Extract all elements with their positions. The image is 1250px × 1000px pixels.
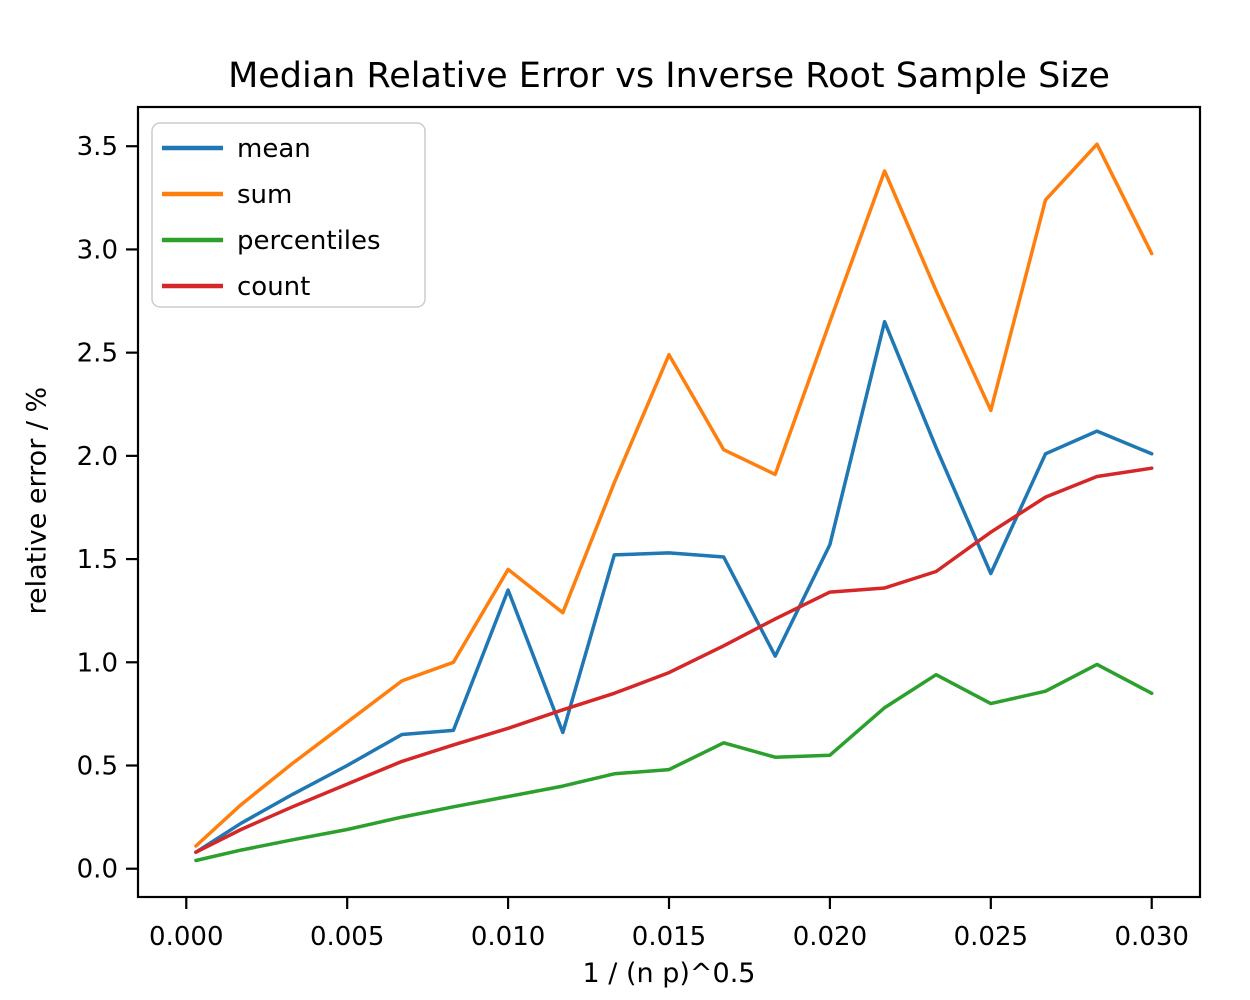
x-tick-label: 0.015 <box>632 922 706 952</box>
legend-label-count: count <box>237 272 310 302</box>
y-tick-label: 0.5 <box>77 752 118 782</box>
x-tick-label: 0.000 <box>149 922 223 952</box>
line-sum <box>194 142 1154 848</box>
y-tick-label: 3.0 <box>77 235 118 265</box>
y-tick-label: 1.0 <box>77 648 118 678</box>
axis-tick-labels: 0.000 0.005 0.010 0.015 0.020 0.025 0.030 0.0 0.… <box>77 132 1189 952</box>
data-lines <box>194 142 1154 863</box>
axis-ticks <box>126 145 1153 909</box>
legend-item-percentiles: percentiles <box>162 226 381 256</box>
y-tick-label: 0.0 <box>77 855 118 885</box>
legend-label-percentiles: percentiles <box>237 226 381 256</box>
x-tick-label: 0.025 <box>954 922 1028 952</box>
y-tick-label: 3.5 <box>77 132 118 162</box>
legend-item-mean: mean <box>162 134 311 164</box>
axes-frame <box>136 105 1202 899</box>
y-tick-label: 2.0 <box>77 442 118 472</box>
legend-label-mean: mean <box>237 134 311 164</box>
x-tick-label: 0.005 <box>310 922 384 952</box>
x-tick-label: 0.010 <box>471 922 545 952</box>
line-percentiles <box>194 662 1154 863</box>
line-count <box>194 466 1154 854</box>
x-tick-label: 0.030 <box>1115 922 1189 952</box>
legend-box <box>151 122 426 308</box>
chart-title: Median Relative Error vs Inverse Root Sa… <box>228 56 1110 96</box>
legend-label-sum: sum <box>237 180 292 210</box>
legend-item-count: count <box>162 272 310 302</box>
y-tick-label: 2.5 <box>77 339 118 369</box>
x-axis-label: 1 / (n p)^0.5 <box>582 958 756 989</box>
legend: mean sum percentiles count <box>151 122 426 308</box>
legend-item-sum: sum <box>162 180 292 210</box>
x-tick-label: 0.020 <box>793 922 867 952</box>
line-mean <box>194 319 1154 854</box>
y-tick-label: 1.5 <box>77 545 118 575</box>
